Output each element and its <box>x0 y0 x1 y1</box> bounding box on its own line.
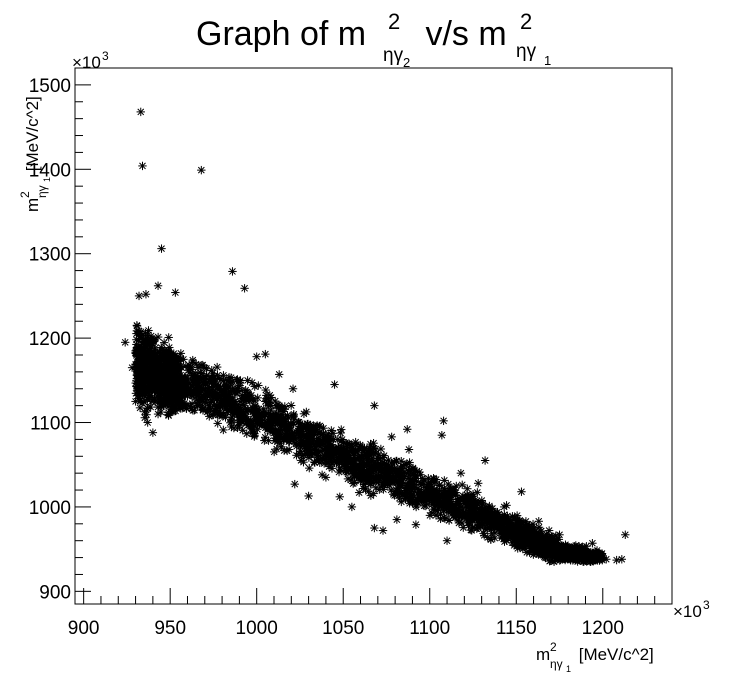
y-axis-tick-labels: 900 1000 1100 1200 1300 1400 1500 <box>29 76 71 603</box>
marker-stroke <box>463 485 471 493</box>
data-point <box>305 463 314 473</box>
y-tick-label: 1400 <box>29 160 71 181</box>
marker-stroke <box>318 471 326 479</box>
chart-title-subsub-1: 2 <box>403 55 410 70</box>
y-tick-label: 1100 <box>30 414 71 435</box>
y-tick-label: 1000 <box>29 498 71 519</box>
x-tick-label: 1100 <box>409 618 450 639</box>
chart-title: Graph of m 2 ηγ 2 v/s m 2 ηγ 1 <box>196 9 551 70</box>
marker-stroke <box>280 447 288 454</box>
marker-stroke <box>432 511 440 519</box>
x-tick-label: 1000 <box>236 618 278 639</box>
data-point <box>463 484 472 493</box>
marker-stroke <box>328 465 336 472</box>
x-tick-label: 1050 <box>322 618 364 639</box>
chart-title-middle: v/s m <box>416 15 507 53</box>
data-point <box>284 445 294 454</box>
x-axis-ticks <box>83 588 673 604</box>
data-point <box>317 470 327 480</box>
chart-title-sub-2: ηγ <box>516 41 537 62</box>
data-point <box>261 385 270 395</box>
chart-title-sup-1: 2 <box>388 9 400 34</box>
chart-title-sup-2: 2 <box>520 9 532 34</box>
marker-stroke <box>285 446 293 453</box>
chart-title-sub-1: ηγ <box>383 45 404 66</box>
x-tick-label: 1200 <box>582 618 624 639</box>
marker-stroke <box>208 366 216 374</box>
marker-stroke <box>145 327 152 334</box>
x-tick-label: 900 <box>68 618 100 639</box>
marker-stroke <box>262 386 270 394</box>
data-point <box>376 444 386 454</box>
y-axis-ticks <box>75 67 91 592</box>
y-tick-label: 900 <box>39 582 71 603</box>
chart-title-prefix: Graph of m <box>196 15 366 53</box>
marker-stroke <box>370 439 377 447</box>
x-tick-label: 950 <box>154 618 186 639</box>
marker-stroke <box>239 426 247 434</box>
y-tick-label: 1300 <box>29 245 71 266</box>
scatter-points <box>120 107 630 566</box>
x-tick-label: 1150 <box>496 618 537 639</box>
marker-stroke <box>418 475 426 482</box>
plot-frame <box>74 67 673 605</box>
marker-stroke <box>397 457 405 465</box>
chart-title-subsub-2: 1 <box>544 53 551 68</box>
y-tick-label: 1500 <box>29 76 71 97</box>
y-tick-label: 1200 <box>29 329 71 350</box>
x-axis-tick-labels: 900 950 1000 1050 1100 1150 1200 <box>68 618 624 639</box>
marker-stroke <box>305 464 313 472</box>
